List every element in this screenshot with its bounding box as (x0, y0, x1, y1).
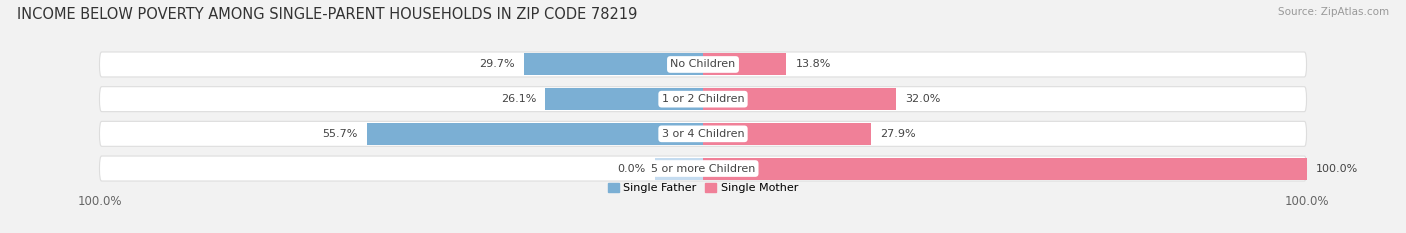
Text: 26.1%: 26.1% (501, 94, 537, 104)
Bar (703, 123, 872, 145)
Text: 27.9%: 27.9% (880, 129, 917, 139)
Bar (703, 88, 896, 110)
Bar (367, 123, 703, 145)
FancyBboxPatch shape (100, 52, 1306, 77)
FancyBboxPatch shape (100, 156, 1306, 181)
Text: INCOME BELOW POVERTY AMONG SINGLE-PARENT HOUSEHOLDS IN ZIP CODE 78219: INCOME BELOW POVERTY AMONG SINGLE-PARENT… (17, 7, 637, 22)
Bar (703, 54, 786, 75)
Text: 0.0%: 0.0% (617, 164, 645, 174)
Text: 100.0%: 100.0% (1316, 164, 1358, 174)
Bar (703, 158, 1306, 179)
Text: 1 or 2 Children: 1 or 2 Children (662, 94, 744, 104)
Bar (546, 88, 703, 110)
Legend: Single Father, Single Mother: Single Father, Single Mother (603, 178, 803, 197)
Text: 55.7%: 55.7% (322, 129, 357, 139)
Text: 13.8%: 13.8% (796, 59, 831, 69)
FancyBboxPatch shape (100, 87, 1306, 112)
Text: No Children: No Children (671, 59, 735, 69)
Bar (655, 158, 703, 179)
Text: 32.0%: 32.0% (905, 94, 941, 104)
Text: 3 or 4 Children: 3 or 4 Children (662, 129, 744, 139)
Bar (524, 54, 703, 75)
Text: Source: ZipAtlas.com: Source: ZipAtlas.com (1278, 7, 1389, 17)
Text: 5 or more Children: 5 or more Children (651, 164, 755, 174)
FancyBboxPatch shape (100, 121, 1306, 146)
Text: 29.7%: 29.7% (479, 59, 515, 69)
